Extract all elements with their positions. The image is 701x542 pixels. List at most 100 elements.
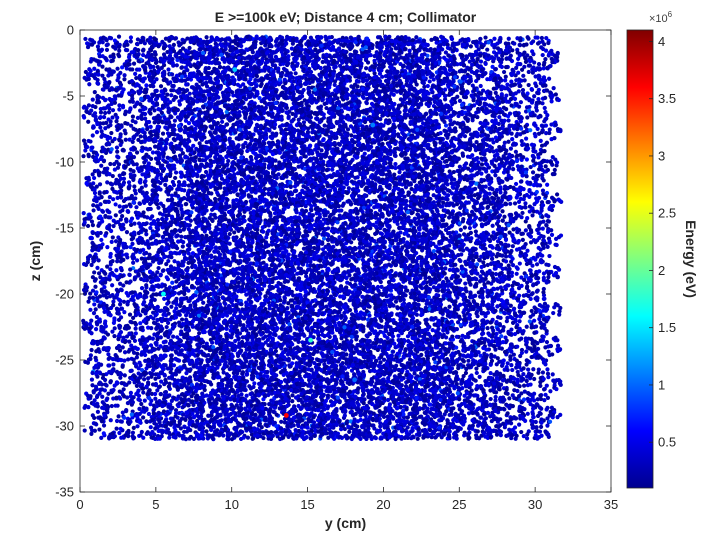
scatter-point [365,60,371,65]
scatter-point [323,65,329,70]
scatter-point [482,121,487,126]
scatter-point [484,90,489,95]
scatter-point [293,59,298,64]
scatter-point [374,134,379,139]
scatter-point [97,40,102,45]
scatter-point [87,82,92,87]
scatter-point [307,114,313,119]
scatter-point [395,69,400,75]
scatter-point [403,104,408,109]
scatter-point [394,83,399,88]
scatter-point [248,72,253,77]
scatter-point [165,131,171,136]
scatter-point [403,35,408,40]
scatter-point [312,111,317,116]
scatter-point [123,63,128,68]
scatter-point [367,107,372,112]
scatter-point [212,86,217,91]
scatter-point [352,134,357,139]
scatter-point [510,48,515,53]
scatter-point [147,40,153,45]
scatter-point [468,66,473,71]
scatter-point [378,117,383,122]
scatter-point [226,106,231,112]
scatter-point [136,58,141,64]
scatter-point [231,59,236,64]
scatter-point [445,45,450,50]
scatter-point [227,81,232,86]
scatter-point [479,44,484,49]
scatter-point [126,62,131,67]
scatter-point [327,35,332,40]
scatter-point [271,79,276,84]
scatter-point [292,48,298,54]
scatter-point [282,86,287,91]
scatter-point [496,56,501,61]
scatter-point [289,133,294,138]
scatter-point [345,127,351,132]
scatter-point [254,69,259,74]
scatter-point [261,89,266,94]
scatter-point [493,76,498,81]
scatter-point [100,40,105,45]
scatter-point [443,69,448,75]
scatter-point [360,47,365,52]
scatter-point [214,35,219,41]
scatter-point [372,88,378,94]
scatter-point [118,132,123,137]
scatter-point [378,58,383,63]
scatter-point [463,37,468,43]
scatter-point [436,125,442,130]
scatter-point [207,103,212,108]
scatter-point [138,134,143,139]
scatter-point [335,85,340,90]
scatter-point [98,110,104,115]
chart-title: E >=100k eV; Distance 4 cm; Collimator [215,9,477,25]
scatter-point [174,73,180,78]
scatter-point [356,35,361,40]
scatter-point [285,36,290,41]
scatter-point [103,56,108,61]
scatter-point [177,115,183,120]
scatter-point [451,48,456,53]
scatter-point [364,87,370,92]
scatter-point [392,101,397,107]
scatter-point [219,115,224,120]
scatter-point [113,87,118,92]
scatter-point [193,126,198,131]
scatter-point [417,111,422,117]
scatter-point [514,78,519,83]
scatter-point [472,88,477,93]
scatter-point [231,39,236,44]
scatter-point [104,43,109,48]
scatter-point [483,35,488,40]
scatter-point [461,63,466,68]
scatter-point [553,92,558,97]
scatter-point [270,104,275,109]
scatter-point [160,131,166,136]
scatter-point [528,111,533,116]
scatter-point [359,61,364,66]
scatter-point [180,37,185,43]
scatter-point [141,76,146,81]
scatter-point [107,67,112,72]
scatter-point [378,122,384,127]
scatter-point [251,43,256,48]
scatter-point [91,125,96,130]
scatter-point [165,49,170,55]
scatter-point [458,79,463,84]
scatter-point [170,60,175,65]
scatter-point [88,68,93,74]
scatter-point [217,73,222,78]
scatter-point [139,96,144,101]
scatter-point [315,50,320,55]
scatter-point [236,137,241,142]
scatter-point [396,57,401,62]
scatter-point [349,42,354,47]
scatter-point [95,77,100,83]
scatter-point [187,74,192,79]
scatter-point [367,49,372,54]
scatter-point [526,36,531,41]
scatter-point [163,125,168,130]
scatter-point [160,103,166,108]
